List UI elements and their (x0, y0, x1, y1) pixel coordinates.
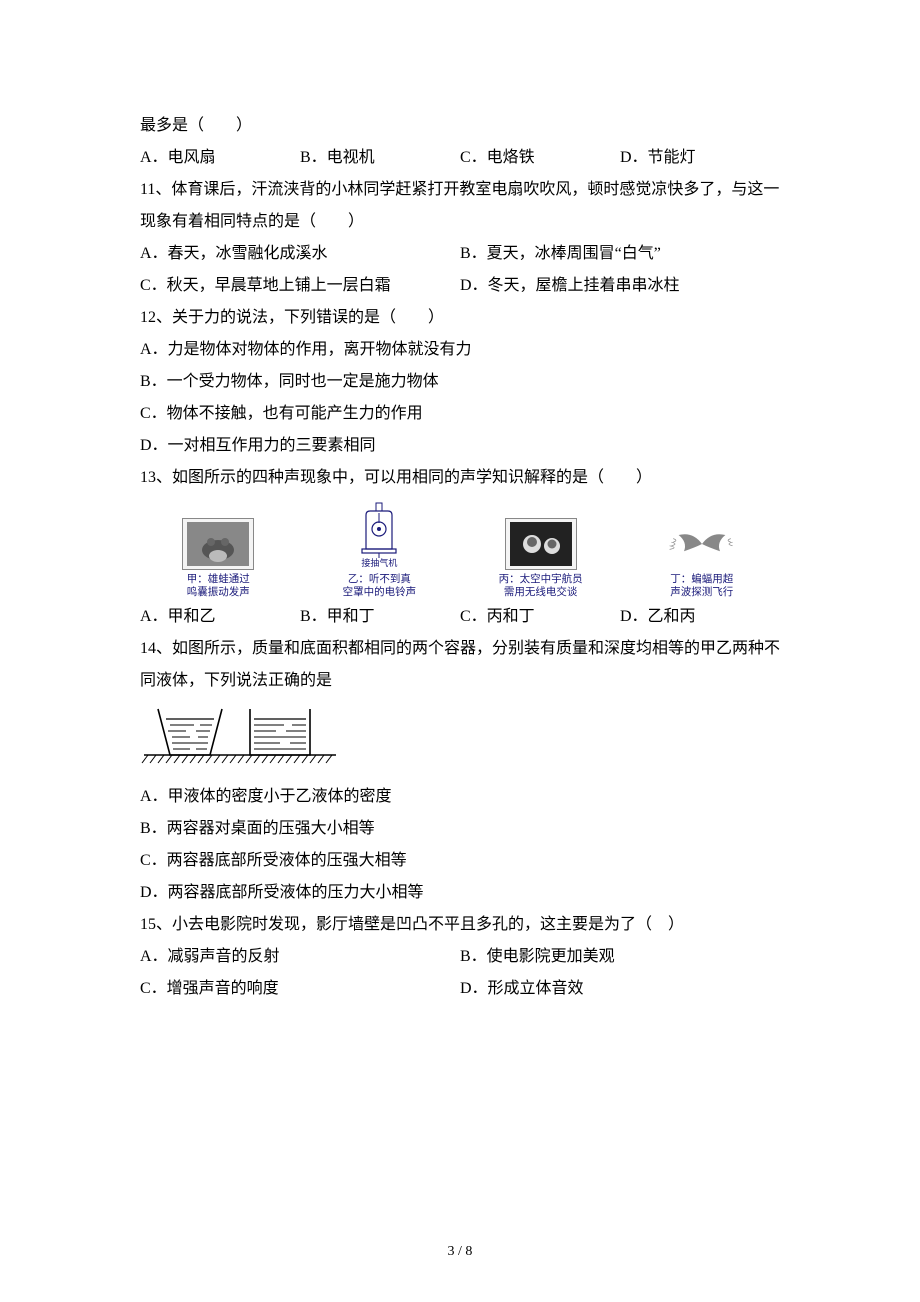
q15-opt-a: A．减弱声音的反射 (140, 941, 460, 973)
exam-page: 最多是（ ） A．电风扇 B．电视机 C．电烙铁 D．节能灯 11、体育课后，汗… (0, 0, 920, 1302)
q11-opt-b: B．夏天，冰棒周围冒“白气” (460, 238, 780, 270)
pump-label: 接抽气机 (361, 559, 397, 568)
q12-opt-a: A．力是物体对物体的作用，离开物体就没有力 (140, 334, 780, 366)
q13-cap-a: 甲：雄蛙通过 鸣囊振动发声 (187, 573, 250, 599)
q15-options-row2: C．增强声音的响度 D．形成立体音效 (140, 973, 780, 1005)
q13-fig-a: 甲：雄蛙通过 鸣囊振动发声 (146, 518, 290, 599)
frog-icon (182, 518, 254, 570)
q13-opt-b: B．甲和丁 (300, 601, 460, 633)
q13-opt-d: D．乙和丙 (620, 601, 780, 633)
q15-options-row1: A．减弱声音的反射 B．使电影院更加美观 (140, 941, 780, 973)
q13-fig-d: 丁：蝙蝠用超 声波探测飞行 (630, 518, 774, 599)
page-number: 3 / 8 (0, 1238, 920, 1266)
q11-opt-d: D．冬天，屋檐上挂着串串冰柱 (460, 270, 780, 302)
q13-opt-a: A．甲和乙 (140, 601, 300, 633)
bell-jar-icon: 接抽气机 (349, 500, 409, 570)
q14-opt-a: A．甲液体的密度小于乙液体的密度 (140, 781, 780, 813)
q13-cap-b: 乙：听不到真 空罩中的电铃声 (343, 573, 417, 599)
astronaut-icon (505, 518, 577, 570)
q12-opt-d: D．一对相互作用力的三要素相同 (140, 430, 780, 462)
q13-cap-d: 丁：蝙蝠用超 声波探测飞行 (670, 573, 733, 599)
q11-stem: 11、体育课后，汗流浃背的小林同学赶紧打开教室电扇吹吹风，顿时感觉凉快多了，与这… (140, 174, 780, 238)
q14-opt-b: B．两容器对桌面的压强大小相等 (140, 813, 780, 845)
q10-opt-b: B．电视机 (300, 142, 460, 174)
q10-opt-d: D．节能灯 (620, 142, 780, 174)
q13-stem: 13、如图所示的四种声现象中，可以用相同的声学知识解释的是（ ） (140, 462, 780, 494)
q10-opt-a: A．电风扇 (140, 142, 300, 174)
q13-fig-c: 丙：太空中宇航员 需用无线电交谈 (468, 518, 612, 599)
q13-fig-b: 接抽气机 乙：听不到真 空罩中的电铃声 (307, 500, 451, 599)
q10-opt-c: C．电烙铁 (460, 142, 620, 174)
q11-options-row2: C．秋天，早晨草地上铺上一层白霜 D．冬天，屋檐上挂着串串冰柱 (140, 270, 780, 302)
q14-stem: 14、如图所示，质量和底面积都相同的两个容器，分别装有质量和深度均相等的甲乙两种… (140, 633, 780, 697)
q11-opt-a: A．春天，冰雪融化成溪水 (140, 238, 460, 270)
q14-opt-c: C．两容器底部所受液体的压强大相等 (140, 845, 780, 877)
q15-stem: 15、小去电影院时发现，影厅墙壁是凹凸不平且多孔的，这主要是为了（ ） (140, 909, 780, 941)
q13-options: A．甲和乙 B．甲和丁 C．丙和丁 D．乙和丙 (140, 601, 780, 633)
q12-opt-b: B．一个受力物体，同时也一定是施力物体 (140, 366, 780, 398)
bat-icon (666, 518, 738, 570)
q15-opt-c: C．增强声音的响度 (140, 973, 460, 1005)
q13-opt-c: C．丙和丁 (460, 601, 620, 633)
q11-options-row1: A．春天，冰雪融化成溪水 B．夏天，冰棒周围冒“白气” (140, 238, 780, 270)
q12-stem: 12、关于力的说法，下列错误的是（ ） (140, 302, 780, 334)
q14-opt-d: D．两容器底部所受液体的压力大小相等 (140, 877, 780, 909)
q11-opt-c: C．秋天，早晨草地上铺上一层白霜 (140, 270, 460, 302)
q13-cap-c: 丙：太空中宇航员 需用无线电交谈 (499, 573, 583, 599)
q13-figures: 甲：雄蛙通过 鸣囊振动发声 接抽气机 乙：听不到真 空罩中的电铃声 (140, 500, 780, 599)
q15-opt-d: D．形成立体音效 (460, 973, 780, 1005)
q12-opt-c: C．物体不接触，也有可能产生力的作用 (140, 398, 780, 430)
q10-stem-cont: 最多是（ ） (140, 110, 780, 142)
containers-icon (140, 703, 340, 767)
q14-figure (140, 703, 780, 779)
q15-opt-b: B．使电影院更加美观 (460, 941, 780, 973)
q10-options: A．电风扇 B．电视机 C．电烙铁 D．节能灯 (140, 142, 780, 174)
